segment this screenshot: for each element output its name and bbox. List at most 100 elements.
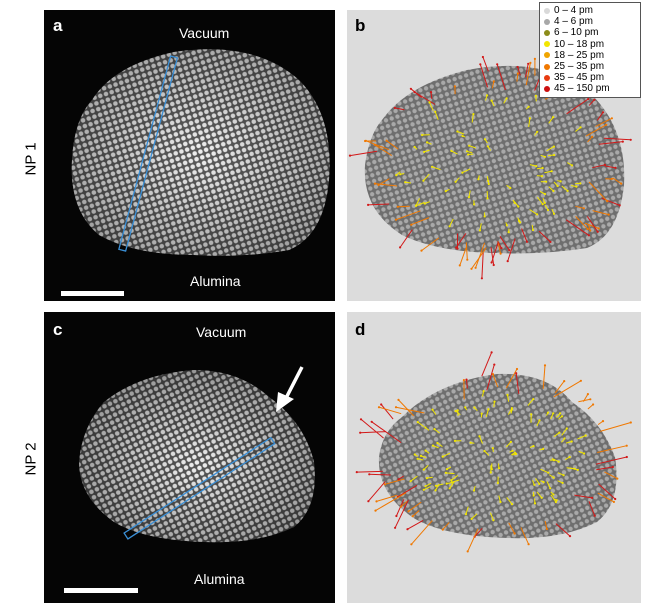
displacement-vector [408,501,422,512]
displacement-vector [490,247,495,266]
displacement-vector [417,421,425,428]
displacement-vector [536,196,544,205]
vector-tip [413,453,416,456]
vector-tip [394,526,397,529]
vector-tip [385,139,388,142]
displacement-vector [479,64,489,88]
legend-label: 6 – 10 pm [554,27,599,39]
vector-tip [532,398,535,401]
vector-tip [490,99,493,102]
vector-tip [543,201,546,204]
vector-tip [397,478,400,481]
vector-tip [611,465,614,469]
vector-tip [543,364,547,367]
vector-tip [592,403,595,406]
vector-tip [506,393,509,396]
vector-tip [596,230,599,233]
arrow-indicator [276,366,304,412]
displacement-vector [482,56,489,72]
vector-tip [552,116,555,119]
displacement-vector [595,117,613,128]
vector-tip [492,263,495,267]
vector-tip [510,407,513,410]
vector-tip [509,440,512,443]
legend-marker-icon [544,74,550,81]
displacement-vector [378,178,390,186]
displacement-vector [525,62,531,86]
vector-tip [532,445,535,448]
displacement-vector [368,481,386,502]
vector-tip [614,497,617,501]
vector-tip [511,449,514,452]
vector-tip [478,435,481,438]
vector-tip [545,180,548,183]
vector-tip [416,421,419,424]
vector-tip [507,231,510,234]
vector-tip [493,363,496,366]
vector-tip [500,247,503,250]
vector-tip [525,240,529,243]
vector-tip [478,229,481,232]
vector-tip [535,165,538,168]
vector-tip [370,420,373,423]
vector-tip [413,145,416,149]
legend-label: 4 – 6 pm [554,16,593,28]
displacement-vector [423,173,430,182]
vector-tip [348,154,352,157]
vector-tip [629,138,632,141]
vector-tip [563,437,566,440]
vector-tip [542,447,545,450]
vector-tip [380,403,383,406]
displacement-vector [466,379,468,389]
displacement-vector [595,456,627,465]
displacement-vector [506,497,513,505]
vector-tip [528,117,531,120]
vector-tip [516,65,519,69]
vector-tip [614,166,617,169]
vector-tip [616,477,619,480]
legend-marker-icon [544,41,550,48]
vector-tip [419,454,423,457]
vector-tip [436,441,439,445]
displacement-vector [468,190,471,198]
vector-tip [395,514,398,518]
vector-tip [423,150,426,153]
vector-tip [462,379,465,382]
vector-tip [411,515,414,518]
vector-tip [527,105,530,108]
vacuum-label-a: Vacuum [179,25,230,41]
displacement-vector [376,494,398,502]
panel-letter-a: a [53,16,63,35]
legend-marker-icon [544,29,550,36]
vector-tip [429,91,433,94]
vector-map-np2 [378,373,617,539]
vector-tip [568,455,571,459]
vector-tip [505,224,508,227]
vector-tip [409,480,412,483]
displacement-vector [410,475,418,482]
displacement-vector [575,127,581,132]
vector-tip [393,106,396,109]
displacement-vector [423,486,431,491]
displacement-vector [474,527,483,538]
vector-tip [483,215,486,218]
displacement-vector [471,114,474,123]
vector-tip [472,489,476,492]
vector-tip [554,500,557,504]
legend-item: 4 – 6 pm [544,16,636,27]
displacement-vector [371,421,402,444]
displacement-vector [507,394,510,402]
vector-tip [441,528,444,531]
displacement-vector [375,492,407,512]
vector-tip [510,503,514,506]
vector-tip [377,183,380,187]
vector-tip [603,163,606,166]
vector-tip [434,489,437,492]
displacement-vectors-d [355,351,632,553]
vector-tip [487,179,490,183]
vector-tip [587,97,590,101]
vector-tip [493,400,496,403]
vector-tip [517,219,521,223]
vector-tip [606,200,609,203]
vector-tip [513,451,517,454]
